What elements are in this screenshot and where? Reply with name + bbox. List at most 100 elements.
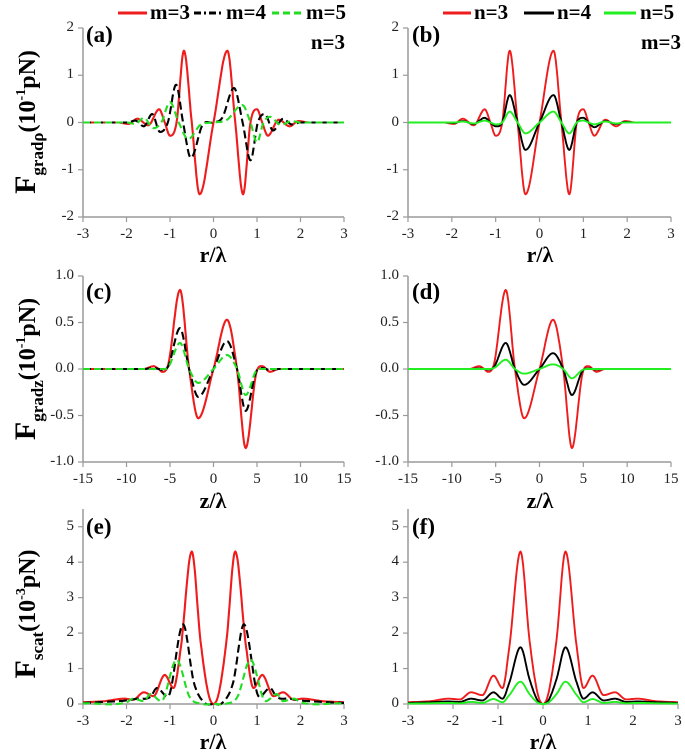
- legend-label-m3: m=3: [150, 0, 190, 24]
- y-tick-label: -2: [61, 208, 75, 224]
- yaxis-title-sup: -1: [14, 336, 29, 349]
- x-tick-label: -1: [489, 226, 502, 242]
- xaxis-title-a: r/λ: [199, 242, 227, 267]
- y-tick-label: -1: [61, 160, 75, 177]
- y-tick-label: 0: [66, 695, 75, 711]
- x-tick-label: -15: [398, 471, 418, 487]
- yaxis-title-main: F: [9, 421, 42, 441]
- yaxis-title-sub: scat: [28, 631, 47, 661]
- yaxis-title-unit: pN): [15, 50, 41, 89]
- x-tick-label: 3: [340, 226, 348, 242]
- y-tick-label: 5: [66, 517, 75, 534]
- x-tick-label: -3: [401, 713, 415, 729]
- y-tick-label: 2: [66, 19, 75, 35]
- series-line-b-n5: [408, 110, 671, 135]
- series-line-a-m3: [83, 49, 344, 196]
- annotation-m3: m=3: [641, 30, 681, 54]
- y-tick-label: 2: [391, 19, 400, 35]
- x-tick-label: 10: [293, 471, 308, 487]
- y-tick-label: 1: [66, 659, 75, 676]
- panel-label-b: (b): [412, 22, 441, 47]
- y-tick-label: -1.0: [375, 453, 399, 469]
- yaxis-title-sub: gradz: [28, 380, 47, 422]
- y-tick-label: 0: [66, 113, 75, 130]
- x-tick-label: -3: [76, 713, 90, 729]
- panel-label-a: (a): [86, 22, 113, 47]
- x-tick-label: 2: [296, 226, 305, 242]
- x-tick-label: 0: [535, 471, 544, 487]
- y-tick-label: 1: [391, 66, 400, 83]
- x-tick-label: -5: [489, 471, 502, 487]
- series-line-a-m4: [83, 83, 344, 162]
- xaxis-title-e: r/λ: [199, 729, 227, 754]
- panel-label-c: (c): [86, 279, 112, 304]
- x-tick-label: -3: [401, 226, 415, 242]
- legend-label-n4: n=4: [557, 0, 592, 24]
- y-tick-label: 2: [391, 624, 400, 641]
- legend-label-m4: m=4: [226, 0, 266, 24]
- series-line-a-m5: [83, 101, 344, 144]
- xaxis-title-d: z/λ: [526, 488, 554, 513]
- yaxis-title-unit: pN): [15, 549, 41, 589]
- x-tick-label: -1: [163, 226, 177, 242]
- panel-label-d: (d): [412, 279, 441, 304]
- x-tick-label: -2: [445, 226, 459, 242]
- x-tick-label: -2: [446, 713, 460, 729]
- panel-label-e: (e): [86, 514, 112, 539]
- x-tick-label: 0: [535, 226, 544, 242]
- x-tick-label: 5: [253, 471, 261, 487]
- x-tick-label: 2: [623, 226, 631, 242]
- y-tick-label: 4: [66, 553, 75, 570]
- yaxis-title-open: (10: [15, 100, 41, 133]
- y-tick-label: 0.0: [380, 360, 399, 376]
- x-tick-label: 2: [629, 713, 637, 729]
- y-tick-label: -0.5: [375, 406, 399, 423]
- series-line-e-m3: [83, 550, 344, 706]
- x-tick-label: -15: [73, 471, 93, 487]
- x-tick-label: 15: [336, 471, 352, 487]
- legend-label-n3: n=3: [474, 0, 509, 24]
- yaxis-title-open: (10: [15, 599, 41, 632]
- y-tick-label: 3: [391, 588, 400, 605]
- x-tick-label: 1: [253, 713, 261, 729]
- y-tick-label: 1.0: [55, 267, 74, 283]
- xaxis-title-f: r/λ: [529, 729, 557, 754]
- yaxis-title-unit: pN): [15, 297, 41, 337]
- yaxis-title-main: F: [9, 660, 42, 679]
- y-tick-label: -1: [386, 160, 400, 177]
- y-tick-label: 5: [391, 517, 400, 534]
- y-tick-label: -0.5: [50, 406, 74, 423]
- series-line-f-n5: [408, 680, 678, 705]
- legend-label-m5: m=5: [306, 0, 346, 24]
- x-tick-label: 10: [619, 471, 635, 487]
- x-tick-label: 1: [253, 226, 261, 242]
- series-line-f-n4: [408, 646, 678, 705]
- x-tick-label: 0: [209, 713, 218, 729]
- y-tick-label: 0.5: [380, 313, 399, 330]
- yaxis-title-c: Fgradz(10-1pN): [9, 249, 47, 489]
- yaxis-title-sub: gradρ: [28, 132, 47, 176]
- y-tick-label: 0.5: [55, 313, 74, 330]
- legend-label-n5: n=5: [640, 0, 675, 24]
- y-tick-label: 4: [391, 553, 400, 570]
- series-line-e-m4: [83, 623, 344, 706]
- x-tick-label: 1: [584, 713, 592, 729]
- xaxis-title-c: z/λ: [199, 488, 227, 513]
- x-tick-label: -3: [76, 226, 90, 242]
- x-tick-label: 2: [296, 713, 305, 729]
- y-tick-label: 1: [66, 66, 75, 83]
- y-tick-label: 2: [66, 624, 75, 641]
- xaxis-title-b: r/λ: [526, 242, 554, 267]
- x-tick-label: 3: [667, 226, 675, 242]
- x-tick-label: 1: [579, 226, 588, 242]
- y-tick-label: 3: [66, 588, 75, 605]
- y-tick-label: 0.0: [55, 360, 74, 376]
- x-tick-label: -2: [120, 713, 133, 729]
- y-tick-label: 1.0: [380, 267, 399, 283]
- yaxis-title-open: (10: [15, 348, 41, 381]
- series-line-d-n5: [408, 358, 671, 380]
- yaxis-title-sup: -3: [14, 588, 29, 600]
- yaxis-title-sup: -1: [14, 88, 29, 101]
- y-tick-label: 0: [391, 695, 400, 711]
